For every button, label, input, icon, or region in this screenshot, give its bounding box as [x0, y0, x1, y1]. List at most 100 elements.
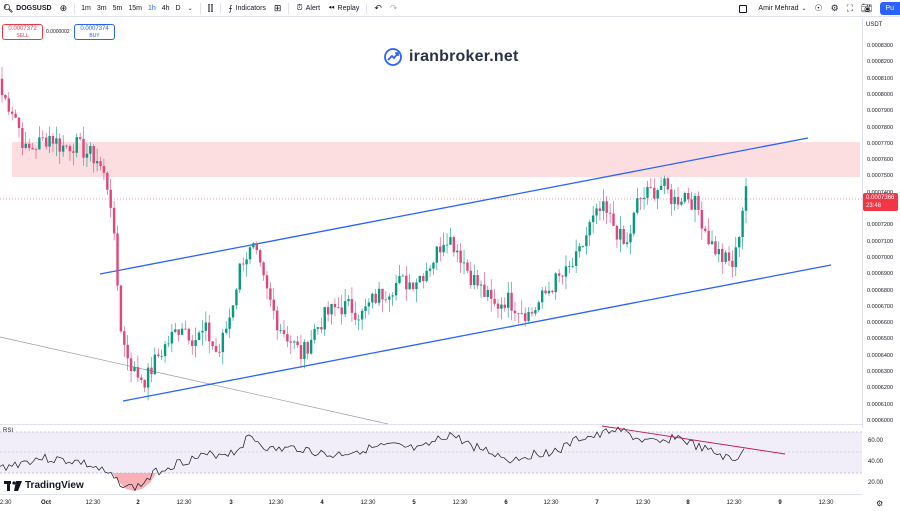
tab-15m[interactable]: 15m	[128, 4, 142, 12]
time-tick: Oct	[40, 500, 52, 506]
candle-body	[24, 143, 27, 148]
candle-body	[286, 334, 289, 342]
rsi-tick: 40.00	[868, 459, 884, 465]
sell-button[interactable]: 0.0007372 SELL	[2, 24, 43, 40]
snapshot-button[interactable]: 📷︎	[857, 0, 876, 17]
candle-body	[48, 136, 51, 147]
tab-1m[interactable]: 1m	[81, 4, 91, 12]
candles-group	[0, 67, 748, 401]
candle-body	[659, 185, 663, 191]
replay-button[interactable]: ⏪︎ Replay	[324, 0, 363, 17]
layout-name[interactable]: Amir Mehrad ⌄	[754, 0, 810, 17]
candle-body	[242, 263, 245, 265]
candle-body	[707, 230, 710, 245]
candle-body	[326, 307, 330, 315]
divider	[220, 2, 222, 14]
candle-body	[561, 275, 564, 277]
buy-label: BUY	[89, 33, 100, 39]
magnifier-icon: ☉	[814, 3, 823, 13]
currency-label[interactable]: USDT	[866, 22, 883, 28]
candle-body	[225, 328, 228, 333]
add-symbol-button[interactable]: ⊕	[56, 0, 72, 17]
channel-upper-line[interactable]	[99, 137, 809, 275]
candle-body	[78, 137, 82, 139]
candle-body	[700, 209, 704, 229]
candle-body	[61, 145, 65, 152]
price-tick: 0.0006100	[867, 401, 893, 408]
current-price-value: 0.0007366	[866, 195, 895, 201]
redo-button[interactable]: ↷	[386, 0, 402, 17]
timeframe-dropdown[interactable]: ⌄	[184, 0, 197, 17]
candle-body	[411, 282, 415, 290]
candle-body	[99, 161, 102, 166]
publish-button[interactable]: Pu	[880, 2, 900, 15]
candle-body	[238, 263, 242, 290]
rsi-band	[0, 432, 862, 473]
trend-line-grey[interactable]	[0, 336, 389, 425]
candle-body	[476, 274, 479, 286]
candle-body	[636, 198, 639, 213]
time-tick: 3	[229, 500, 233, 506]
chevron-down-icon: ⌄	[801, 6, 807, 12]
candle-body	[571, 265, 574, 267]
undo-icon: ↶	[374, 2, 382, 13]
top-toolbar: 🔍︎ DOGSUSD ⊕ 1m 3m 5m 15m 1h 4h D ⌄ ⫿⫿ ⨍…	[0, 0, 900, 17]
price-tick: 0.0006900	[867, 271, 893, 278]
channel-lower-line[interactable]	[122, 264, 832, 402]
candle-body	[228, 317, 231, 329]
candle-body	[595, 208, 598, 216]
time-tick: 12:30	[0, 500, 12, 506]
time-tick: 12:30	[268, 500, 284, 506]
time-tick: 12:30	[176, 500, 192, 506]
tab-3m[interactable]: 3m	[96, 4, 107, 12]
price-tick: 0.0007400	[867, 190, 893, 196]
candle-body	[21, 128, 24, 148]
settings-button[interactable]: ⚙︎	[827, 0, 843, 17]
candle-body	[632, 212, 636, 234]
candle-body	[513, 310, 517, 314]
indicators-button[interactable]: ⨍ Indicators	[224, 0, 270, 17]
candle-body	[364, 306, 367, 311]
tab-d[interactable]: D	[175, 4, 181, 12]
alert-button[interactable]: ⏰︎ Alert	[292, 0, 324, 17]
pane-separator[interactable]	[0, 424, 862, 425]
layout-checkbox[interactable]	[739, 4, 748, 13]
candle-body	[452, 237, 456, 253]
price-axis[interactable]	[862, 18, 900, 428]
candle-body	[272, 299, 275, 311]
tab-4h[interactable]: 4h	[161, 4, 170, 12]
chart-type-button[interactable]: ⫿⫿	[204, 0, 218, 17]
candle-body	[129, 358, 133, 371]
quick-search-button[interactable]: ☉	[811, 0, 827, 17]
fullscreen-button[interactable]: ⛶	[843, 0, 857, 17]
axis-settings-icon[interactable]: ⚙︎	[876, 499, 884, 508]
layouts-button[interactable]: ⊞	[270, 0, 286, 17]
candle-body	[670, 189, 673, 204]
time-tick: 9	[778, 500, 782, 506]
candle-body	[262, 262, 265, 276]
candle-body	[517, 313, 520, 315]
candle-body	[14, 113, 17, 118]
tradingview-logo[interactable]: TradingView	[4, 480, 84, 491]
rsi-oversold-fill	[112, 473, 156, 491]
undo-button[interactable]: ↶	[370, 0, 386, 17]
candle-body	[292, 341, 296, 343]
resistance-zone[interactable]	[12, 142, 860, 177]
candle-body	[75, 137, 78, 153]
buy-button[interactable]: 0.0007374 BUY	[74, 24, 115, 40]
candle-body	[547, 290, 551, 294]
rsi-tick: 60.00	[868, 438, 884, 444]
candle-body	[435, 246, 439, 263]
candle-body	[483, 284, 486, 298]
fullscreen-icon: ⛶	[846, 3, 853, 13]
tab-5m[interactable]: 5m	[112, 4, 123, 12]
time-axis[interactable]	[0, 494, 862, 511]
candle-body	[622, 228, 625, 245]
rsi-divergence-line[interactable]	[601, 425, 786, 455]
tab-1h[interactable]: 1h	[147, 4, 156, 12]
candle-body	[619, 228, 622, 240]
symbol-search-button[interactable]: 🔍︎ DOGSUSD	[0, 0, 56, 17]
price-tick: 0.0007500	[867, 173, 893, 180]
rsi-legend[interactable]: RSI	[3, 428, 14, 434]
